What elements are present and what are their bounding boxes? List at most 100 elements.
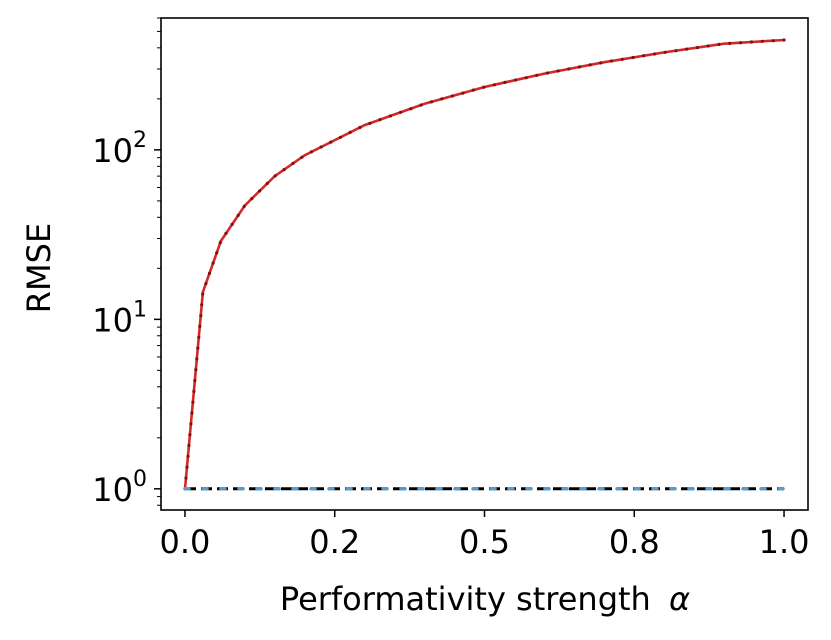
- series-point: [300, 155, 304, 159]
- series-point: [440, 97, 444, 101]
- series-point: [409, 107, 413, 111]
- y-tick-label: 100: [92, 467, 147, 509]
- series-point: [191, 400, 195, 404]
- series-point: [358, 125, 362, 130]
- series-point: [199, 314, 203, 318]
- plot-frame: [160, 17, 809, 511]
- y-tick-label: 101: [92, 297, 147, 339]
- series-point: [674, 49, 678, 53]
- series-point: [706, 44, 710, 48]
- series-point: [492, 83, 496, 87]
- series-line-rmse: [183, 38, 785, 489]
- series-point: [419, 103, 423, 107]
- series-point: [348, 130, 352, 134]
- series-point: [429, 100, 434, 104]
- series-point: [319, 145, 323, 149]
- series-point: [193, 379, 197, 383]
- y-tick-label-exponent: 1: [133, 297, 147, 322]
- y-tick-label: 102: [92, 128, 147, 170]
- y-tick-label-base: 10: [92, 301, 133, 339]
- series-point: [250, 197, 254, 201]
- series-point: [338, 135, 343, 139]
- series-point: [556, 69, 560, 73]
- series-point: [194, 368, 198, 372]
- x-axis-label-text: Performativity strength: [280, 580, 651, 618]
- series-point: [399, 110, 403, 114]
- series-point: [663, 50, 667, 54]
- series-point: [265, 181, 269, 185]
- series-point: [717, 42, 721, 47]
- series-point: [198, 324, 202, 328]
- series-point: [186, 454, 190, 458]
- series-point: [329, 140, 333, 144]
- x-tick-label: 0.5: [459, 523, 510, 561]
- series-point: [200, 303, 204, 307]
- series-point: [196, 346, 200, 350]
- series-point: [309, 150, 313, 154]
- y-tick-label-exponent: 2: [133, 128, 147, 153]
- series-point: [368, 121, 372, 125]
- series-point: [588, 63, 592, 67]
- x-tick-label: 0.8: [609, 523, 660, 561]
- series-point: [685, 47, 689, 51]
- series-point: [642, 54, 646, 58]
- series-point: [230, 222, 234, 226]
- series-point: [207, 271, 212, 275]
- series-point: [378, 118, 382, 122]
- plot-area: [160, 17, 809, 511]
- series-point: [185, 465, 189, 469]
- series-point: [204, 282, 208, 286]
- series-point: [273, 174, 277, 178]
- series-point: [388, 114, 392, 118]
- x-axis-label-symbol: α: [669, 580, 690, 618]
- series-point: [514, 78, 518, 82]
- series-point: [482, 85, 486, 89]
- series-point: [652, 52, 657, 56]
- series-point: [197, 335, 201, 339]
- x-tick-label: 1.0: [759, 523, 810, 561]
- series-point: [545, 71, 550, 75]
- series-point: [577, 65, 582, 69]
- series-point: [201, 292, 205, 296]
- series-point: [749, 40, 754, 44]
- series-point: [218, 241, 222, 245]
- series-point: [620, 57, 624, 61]
- series-point: [535, 73, 539, 77]
- series-point: [782, 38, 786, 42]
- series-point: [599, 61, 603, 65]
- series-point: [242, 204, 246, 208]
- y-axis-label: RMSE: [20, 223, 58, 313]
- series-point: [695, 46, 700, 50]
- series-point: [184, 476, 188, 480]
- series-point: [224, 231, 228, 235]
- series-point: [258, 189, 262, 193]
- series-point: [771, 39, 775, 43]
- series-point: [471, 88, 475, 92]
- y-tick-label-base: 10: [92, 471, 133, 509]
- series-point: [282, 168, 286, 172]
- series-point: [192, 389, 196, 393]
- series-point: [461, 91, 465, 95]
- series-point: [609, 59, 614, 63]
- series-point: [739, 41, 743, 45]
- series-point: [450, 94, 454, 98]
- series-point: [211, 261, 215, 265]
- x-tick-label: 0.2: [309, 523, 360, 561]
- series-point: [728, 41, 732, 46]
- series-point: [503, 80, 507, 84]
- series-point: [190, 411, 194, 415]
- series-point: [189, 422, 193, 426]
- series-point: [188, 433, 192, 437]
- series-point: [236, 213, 240, 217]
- x-axis-label: Performativity strength α: [280, 580, 690, 618]
- series-point: [524, 76, 528, 80]
- y-tick-label-base: 10: [92, 132, 133, 170]
- series-point: [195, 357, 199, 361]
- series-point: [291, 161, 295, 165]
- series-point: [760, 39, 764, 43]
- x-tick-label: 0.0: [160, 523, 211, 561]
- series-point: [215, 251, 219, 255]
- series-point: [187, 443, 191, 448]
